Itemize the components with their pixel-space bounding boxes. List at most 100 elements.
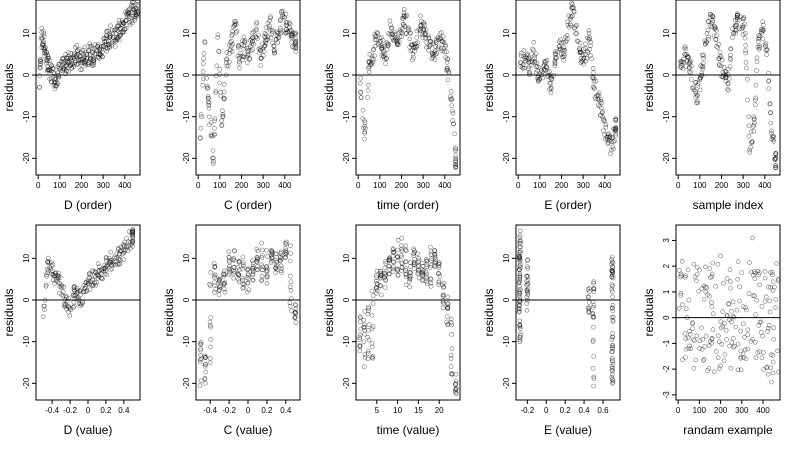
y-tick-label: -10 — [662, 110, 671, 122]
data-point — [445, 301, 451, 306]
data-point — [536, 65, 542, 70]
data-point — [250, 47, 256, 52]
data-point — [407, 36, 413, 42]
data-point — [453, 146, 459, 152]
data-point — [776, 278, 781, 284]
data-point — [135, 3, 141, 9]
x-tick-label: 100 — [693, 181, 707, 190]
data-point — [415, 40, 421, 46]
data-point — [250, 269, 256, 274]
data-point — [213, 90, 218, 96]
plot-frame — [355, 0, 461, 176]
data-point — [725, 313, 730, 319]
data-point — [218, 90, 223, 95]
data-point — [728, 46, 734, 52]
data-point — [372, 37, 378, 43]
data-point — [453, 388, 458, 394]
data-point — [743, 43, 749, 48]
data-point — [613, 128, 619, 134]
data-point — [374, 288, 380, 294]
data-point — [524, 287, 530, 293]
data-point — [95, 261, 101, 267]
data-point — [745, 332, 750, 338]
data-point — [543, 60, 548, 65]
data-point — [710, 260, 716, 266]
data-point — [527, 56, 533, 62]
data-point — [410, 55, 416, 60]
x-tick-label: 0 — [246, 406, 251, 415]
data-point — [428, 276, 434, 282]
data-point — [561, 45, 567, 51]
data-point — [582, 45, 588, 51]
data-point — [742, 30, 748, 36]
data-point — [217, 66, 222, 72]
data-point — [231, 268, 236, 273]
data-point — [711, 369, 717, 375]
y-tick-label: 2 — [662, 263, 671, 268]
data-point — [755, 350, 760, 355]
data-point — [198, 356, 204, 362]
data-point — [216, 288, 222, 293]
data-point — [280, 8, 286, 14]
y-tick-label: 0 — [342, 297, 351, 302]
data-point — [728, 52, 733, 58]
data-point — [735, 11, 740, 17]
data-point — [250, 264, 256, 269]
y-tick-label: -20 — [22, 377, 31, 389]
data-point — [273, 36, 279, 42]
data-point — [432, 255, 438, 260]
data-point — [591, 314, 596, 320]
data-point — [770, 133, 775, 139]
data-point — [116, 18, 122, 23]
y-tick-label: -10 — [502, 110, 511, 122]
data-point — [689, 321, 695, 327]
x-tick-label: 200 — [715, 181, 729, 190]
data-point — [763, 41, 769, 46]
data-point — [77, 288, 82, 294]
data-point — [423, 39, 429, 45]
data-point — [725, 81, 731, 87]
y-tick-label: 0 — [22, 297, 31, 302]
y-tick-label: 0 — [22, 72, 31, 77]
x-axis-label: E (value) — [544, 423, 592, 437]
data-point — [722, 352, 728, 357]
data-point — [61, 56, 66, 62]
data-point — [679, 63, 684, 68]
data-point — [269, 255, 274, 261]
data-point — [710, 19, 715, 25]
data-point — [107, 45, 112, 50]
data-point — [251, 41, 256, 47]
data-point — [378, 283, 383, 289]
data-point — [701, 53, 706, 59]
data-point — [384, 47, 390, 53]
data-point — [293, 309, 298, 315]
x-tick-label: 300 — [256, 181, 270, 190]
data-point — [79, 67, 85, 72]
data-point — [764, 52, 770, 57]
data-point — [45, 67, 51, 72]
data-point — [202, 40, 208, 45]
data-point — [453, 382, 458, 387]
x-tick-label: 200 — [555, 181, 569, 190]
data-point — [41, 303, 47, 309]
data-point — [238, 50, 243, 56]
data-point — [118, 244, 124, 250]
data-point — [198, 346, 203, 351]
data-point — [219, 118, 224, 124]
plot-frame — [515, 0, 621, 176]
data-point — [259, 253, 265, 258]
data-point — [703, 264, 708, 270]
data-point — [610, 368, 616, 374]
data-point — [685, 54, 690, 60]
data-point — [448, 356, 454, 361]
data-point — [722, 321, 727, 326]
data-point — [258, 63, 264, 68]
data-point — [580, 57, 586, 62]
data-point — [517, 279, 522, 285]
data-point — [215, 35, 220, 40]
data-point — [278, 30, 284, 36]
data-point — [237, 55, 242, 61]
data-point — [585, 305, 591, 311]
data-point — [441, 292, 447, 298]
data-point — [583, 58, 588, 64]
